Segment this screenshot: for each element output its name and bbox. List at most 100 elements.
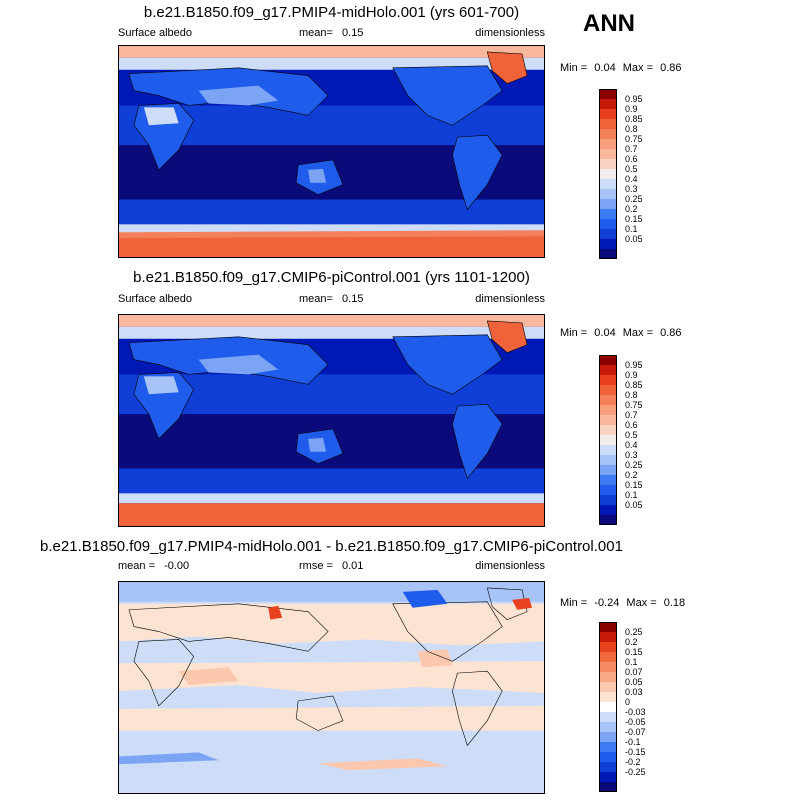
albedo-map-plot [119, 46, 544, 257]
colorbar-tick-label: 0.15 [625, 214, 643, 224]
colorbar-swatch [599, 179, 617, 189]
colorbar-swatch [599, 129, 617, 139]
colorbar-tick-label: 0.85 [625, 380, 643, 390]
variable-label: Surface albedo [118, 293, 192, 305]
colorbar-tick-label: 0.15 [625, 480, 643, 490]
colorbar-tick-label: -0.15 [625, 747, 646, 757]
colorbar-swatch [599, 109, 617, 119]
colorbar-swatch [599, 425, 617, 435]
colorbar-swatch [599, 772, 617, 782]
colorbar-swatch [599, 119, 617, 129]
colorbar-swatch [599, 465, 617, 475]
colorbar-tick-label: 0.2 [625, 470, 638, 480]
colorbar-swatch [599, 752, 617, 762]
colorbar-swatch [599, 405, 617, 415]
mean-value: 0.15 [342, 27, 364, 39]
colorbar-tick-label: 0.4 [625, 440, 638, 450]
colorbar-tick-label: 0.8 [625, 124, 638, 134]
colorbar-tick-label: 0.25 [625, 194, 643, 204]
albedo-map-plot [119, 315, 544, 526]
colorbar-swatch [599, 692, 617, 702]
max-value: 0.18 [663, 597, 686, 609]
rmse-value: 0.01 [342, 560, 364, 572]
max-label: Max = [626, 597, 657, 609]
min-max: Min = 0.04 Max = 0.86 [560, 62, 682, 74]
colorbar-tick-label: 0.95 [625, 360, 643, 370]
colorbar-swatch [599, 249, 617, 259]
colorbar-tick-label: 0.2 [625, 637, 638, 647]
colorbar-tick-label: -0.05 [625, 717, 646, 727]
panel-title: b.e21.B1850.f09_g17.PMIP4-midHolo.001 (y… [143, 4, 520, 21]
colorbar-swatch [599, 652, 617, 662]
colorbar-tick-label: 0.8 [625, 390, 638, 400]
colorbar-tick-label: -0.25 [625, 767, 646, 777]
colorbar-tick-label: 0.9 [625, 370, 638, 380]
colorbar-tick-label: 0.3 [625, 450, 638, 460]
colorbar-tick-label: 0.9 [625, 104, 638, 114]
colorbar-tick-label: 0 [625, 697, 631, 707]
colorbar-swatch [599, 89, 617, 99]
max-label: Max = [622, 62, 654, 74]
colorbar-swatch [599, 199, 617, 209]
colorbar-swatch [599, 209, 617, 219]
colorbar-tick-label: 0.85 [625, 114, 643, 124]
colorbar-tick-label: 0.7 [625, 144, 638, 154]
colorbar-swatch [599, 672, 617, 682]
colorbar-swatch [599, 169, 617, 179]
min-max: Min = -0.24 Max = 0.18 [560, 597, 685, 609]
colorbar-tick-label: 0.95 [625, 94, 643, 104]
colorbar-tick-label: 0.05 [625, 500, 643, 510]
colorbar-swatch [599, 375, 617, 385]
colorbar-swatch [599, 455, 617, 465]
colorbar-tick-label: 0.5 [625, 430, 638, 440]
colorbar-tick-label: -0.1 [625, 737, 641, 747]
units-label: dimensionless [475, 293, 545, 305]
mean-label: mean= [299, 27, 333, 39]
units-label: dimensionless [475, 560, 545, 572]
colorbar-tick-label: 0.15 [625, 647, 643, 657]
variable-label: Surface albedo [118, 27, 192, 39]
colorbar-swatch [599, 189, 617, 199]
colorbar-swatch [599, 415, 617, 425]
colorbar-swatch [599, 149, 617, 159]
colorbar [599, 355, 617, 525]
colorbar-tick-label: 0.3 [625, 184, 638, 194]
colorbar-swatch [599, 495, 617, 505]
colorbar-swatch [599, 722, 617, 732]
mean-stat: mean = -0.00 [118, 560, 189, 572]
colorbar-swatch [599, 239, 617, 249]
difference-map-plot [119, 582, 544, 793]
colorbar-swatch [599, 632, 617, 642]
albedo-map [118, 45, 545, 258]
colorbar-swatch [599, 515, 617, 525]
colorbar-tick-label: 0.25 [625, 627, 643, 637]
colorbar-swatch [599, 395, 617, 405]
min-label: Min = [560, 597, 588, 609]
mean-label: mean = [118, 560, 155, 572]
colorbar-swatch [599, 445, 617, 455]
colorbar-tick-label: 0.6 [625, 420, 638, 430]
colorbar-tick-label: 0.1 [625, 490, 638, 500]
colorbar-swatch [599, 365, 617, 375]
colorbar-swatch [599, 782, 617, 792]
colorbar-swatch [599, 355, 617, 365]
min-value: 0.04 [594, 327, 616, 339]
mean-value: 0.15 [342, 293, 364, 305]
mean-value: -0.00 [164, 560, 190, 572]
min-max: Min = 0.04 Max = 0.86 [560, 327, 682, 339]
colorbar-tick-label: -0.2 [625, 757, 641, 767]
colorbar-tick-label: -0.03 [625, 707, 646, 717]
colorbar-tick-label: 0.03 [625, 687, 643, 697]
colorbar-tick-label: 0.75 [625, 134, 643, 144]
colorbar-swatch [599, 99, 617, 109]
colorbar-swatch [599, 139, 617, 149]
colorbar-tick-label: 0.07 [625, 667, 643, 677]
colorbar-swatch [599, 219, 617, 229]
colorbar-swatch [599, 485, 617, 495]
min-label: Min = [560, 62, 588, 74]
colorbar-tick-label: -0.07 [625, 727, 646, 737]
units-label: dimensionless [475, 27, 545, 39]
colorbar-tick-label: 0.25 [625, 460, 643, 470]
colorbar-tick-label: 0.4 [625, 174, 638, 184]
colorbar-swatch [599, 622, 617, 632]
